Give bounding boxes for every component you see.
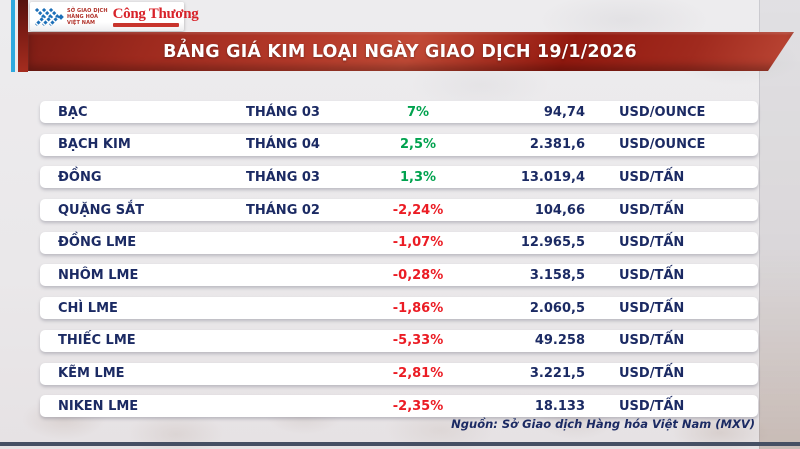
change-percent: -2,24% [392, 202, 444, 218]
table-row: KẼM LME -2,81% 3.221,5 USD/TẤN [40, 362, 758, 385]
change-percent: -2,35% [392, 398, 444, 414]
commodity-name: KẼM LME [58, 366, 125, 381]
commodity-name: ĐỒNG LME [58, 235, 137, 251]
commodity-name: NHÔM LME [58, 267, 139, 283]
price-value: 2.381,6 [529, 137, 585, 153]
change-percent: 2,5% [399, 137, 437, 153]
price-value: 12.965,5 [520, 235, 585, 251]
congthuong-logo: Công Thương [112, 5, 199, 27]
mxv-logo-text: SỞ GIAO DỊCH HÀNG HÓA VIỆT NAM [67, 8, 108, 26]
commodity-name: BẠCH KIM [58, 137, 131, 153]
title-banner: BẢNG GIÁ KIM LOẠI NGÀY GIAO DỊCH 19/1/20… [28, 32, 794, 71]
table-row: BẠC THÁNG 03 7% 94,74 USD/OUNCE [40, 101, 758, 123]
price-unit: USD/TẤN [619, 267, 685, 283]
source-credit: Nguồn: Sở Giao dịch Hàng hóa Việt Nam (M… [451, 417, 755, 431]
commodity-name: QUẶNG SẮT [58, 202, 145, 218]
table-row: NIKEN LME -2,35% 18.133 USD/TẤN [40, 395, 758, 418]
congthuong-tagline-bar [112, 22, 179, 27]
table-row: ĐỒNG THÁNG 03 1,3% 13.019,4 USD/TẤN [40, 166, 758, 189]
contract-month: THÁNG 03 [246, 104, 320, 120]
price-unit: USD/TẤN [619, 300, 685, 316]
price-value: 49.258 [534, 333, 585, 349]
commodity-name: ĐỒNG [58, 169, 102, 185]
price-unit: USD/TẤN [619, 398, 685, 414]
contract-month: THÁNG 02 [246, 202, 320, 218]
table-row: CHÌ LME -1,86% 2.060,5 USD/TẤN [40, 297, 758, 320]
price-unit: USD/TẤN [619, 202, 685, 218]
change-percent: -5,33% [392, 333, 444, 349]
congthuong-logo-title: Công Thương [112, 5, 199, 22]
price-unit: USD/TẤN [619, 333, 685, 349]
mxv-chevrons-icon [34, 7, 64, 26]
mxv-logo-line3: VIỆT NAM [67, 19, 96, 26]
table-row: ĐỒNG LME -1,07% 12.965,5 USD/TẤN [40, 231, 758, 254]
price-value: 18.133 [534, 398, 585, 414]
commodity-name: CHÌ LME [58, 300, 118, 316]
mxv-logo-line1: SỞ GIAO DỊCH [67, 7, 108, 14]
price-unit: USD/TẤN [619, 235, 685, 251]
price-unit: USD/TẤN [619, 169, 685, 185]
price-value: 3.221,5 [529, 366, 585, 381]
mxv-logo-line2: HÀNG HÓA [67, 13, 99, 20]
change-percent: -1,07% [392, 235, 444, 251]
contract-month: THÁNG 04 [246, 137, 320, 153]
price-unit: USD/OUNCE [619, 104, 706, 120]
change-percent: -1,86% [392, 300, 444, 316]
commodity-name: THIẾC LME [58, 333, 136, 349]
table-row: QUẶNG SẮT THÁNG 02 -2,24% 104,66 USD/TẤN [40, 199, 758, 222]
left-accent-stripe-cyan [11, 0, 15, 72]
mxv-logo: SỞ GIAO DỊCH HÀNG HÓA VIỆT NAM [34, 7, 108, 27]
change-percent: 1,3% [399, 169, 437, 185]
commodity-name: NIKEN LME [58, 398, 139, 414]
change-percent: -0,28% [392, 267, 444, 283]
page-title: BẢNG GIÁ KIM LOẠI NGÀY GIAO DỊCH 19/1/20… [163, 41, 637, 62]
change-percent: 7% [406, 104, 430, 120]
contract-month: THÁNG 03 [246, 169, 320, 185]
price-value: 13.019,4 [520, 169, 585, 185]
price-value: 94,74 [543, 104, 585, 120]
table-row: BẠCH KIM THÁNG 04 2,5% 2.381,6 USD/OUNCE [40, 133, 758, 156]
left-accent-stripe-red [18, 0, 28, 72]
price-table: BẠC THÁNG 03 7% 94,74 USD/OUNCE BẠCH KIM… [40, 101, 758, 418]
table-row: NHÔM LME -0,28% 3.158,5 USD/TẤN [40, 264, 758, 287]
price-unit: USD/TẤN [619, 366, 685, 381]
price-value: 2.060,5 [529, 300, 585, 316]
price-unit: USD/OUNCE [619, 137, 706, 153]
commodity-name: BẠC [58, 104, 88, 120]
logo-bar: SỞ GIAO DỊCH HÀNG HÓA VIỆT NAM Công Thươ… [30, 2, 199, 31]
change-percent: -2,81% [392, 366, 444, 381]
price-value: 3.158,5 [529, 267, 585, 283]
price-value: 104,66 [534, 202, 585, 218]
bottom-divider-bar [0, 442, 800, 446]
table-row: THIẾC LME -5,33% 49.258 USD/TẤN [40, 329, 758, 352]
